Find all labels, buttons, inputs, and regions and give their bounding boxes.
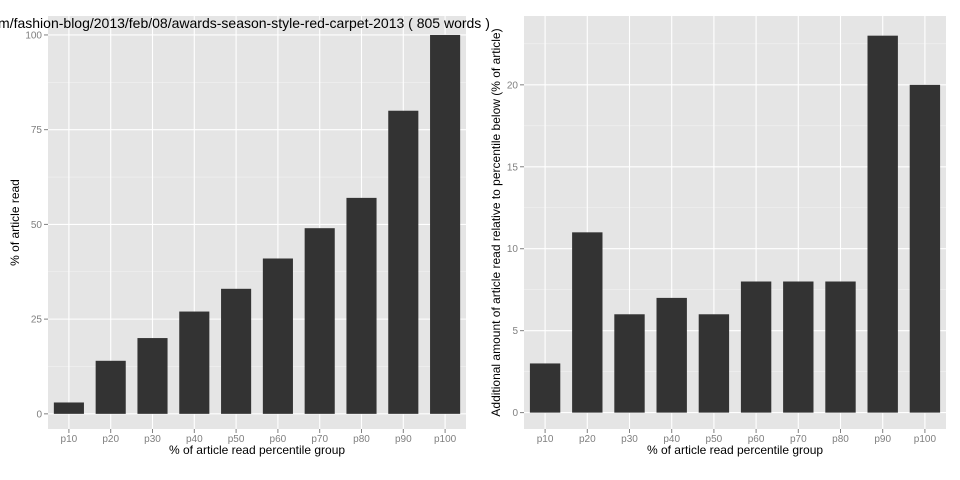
right-chart: 0 5 10 15 20 p10 p20 p30 p40 p50 p60 p70 p80 p90 p100%… bbox=[489, 16, 946, 457]
y-axis-title: % of article read bbox=[8, 179, 22, 266]
bar-p20 bbox=[95, 360, 126, 414]
chart-title: /m/fashion-blog/2013/feb/08/awards-seaso… bbox=[0, 15, 490, 31]
bar-p70 bbox=[783, 281, 814, 413]
x-tick-label: p30 bbox=[144, 434, 161, 445]
x-tick-label: p80 bbox=[832, 434, 849, 445]
y-tick-label: 10 bbox=[507, 244, 519, 255]
bar-p90 bbox=[388, 110, 419, 414]
bar-p40 bbox=[179, 311, 210, 414]
y-tick-label: 50 bbox=[31, 220, 43, 231]
x-tick-label: p20 bbox=[579, 434, 596, 445]
x-tick-label: p90 bbox=[874, 434, 891, 445]
y-axis-title: Additional amount of article read relati… bbox=[489, 28, 503, 416]
y-tick-label: 5 bbox=[512, 326, 518, 337]
bar-p60 bbox=[740, 281, 772, 413]
y-tick-label: 0 bbox=[36, 409, 42, 420]
bar-p70 bbox=[304, 228, 335, 414]
x-tick-label: p80 bbox=[353, 434, 370, 445]
bar-p60 bbox=[262, 258, 293, 414]
bar-p40 bbox=[656, 297, 687, 413]
bar-p80 bbox=[825, 281, 856, 413]
x-tick-label: p50 bbox=[228, 434, 245, 445]
x-tick-label: p70 bbox=[311, 434, 328, 445]
bar-p20 bbox=[572, 232, 603, 413]
bar-p90 bbox=[867, 35, 898, 413]
y-tick-label: 75 bbox=[31, 125, 43, 136]
y-tick-label: 15 bbox=[507, 162, 519, 173]
x-tick-label: p100 bbox=[914, 434, 937, 445]
x-tick-label: p70 bbox=[790, 434, 807, 445]
y-tick-label: 20 bbox=[507, 80, 519, 91]
x-tick-label: p20 bbox=[102, 434, 119, 445]
bar-p80 bbox=[346, 197, 377, 414]
x-tick-label: p90 bbox=[395, 434, 412, 445]
bar-p50 bbox=[221, 288, 252, 414]
y-tick-label: 100 bbox=[25, 30, 42, 41]
x-tick-label: p10 bbox=[61, 434, 78, 445]
x-tick-label: p100 bbox=[434, 434, 457, 445]
left-chart: 0 25 50 75 100 p10 p20 p30 p40 p50 p60 p70 p80 p90 p10… bbox=[0, 15, 490, 457]
bar-p30 bbox=[137, 338, 168, 414]
x-tick-label: p10 bbox=[537, 434, 554, 445]
bar-p100 bbox=[430, 34, 461, 414]
bar-p100 bbox=[909, 84, 941, 413]
bar-p30 bbox=[614, 314, 645, 413]
x-tick-label: p60 bbox=[270, 434, 287, 445]
x-tick-label: p30 bbox=[621, 434, 638, 445]
bar-p10 bbox=[529, 363, 561, 413]
x-axis-title: % of article read percentile group bbox=[169, 443, 345, 457]
x-tick-label: p40 bbox=[663, 434, 680, 445]
bar-p10 bbox=[53, 402, 84, 414]
x-tick-label: p50 bbox=[706, 434, 723, 445]
x-tick-label: p40 bbox=[186, 434, 203, 445]
y-tick-label: 0 bbox=[512, 408, 518, 419]
bar-p50 bbox=[698, 314, 730, 413]
x-tick-label: p60 bbox=[748, 434, 765, 445]
x-axis-title: % of article read percentile group bbox=[647, 443, 823, 457]
y-tick-label: 25 bbox=[31, 315, 43, 326]
